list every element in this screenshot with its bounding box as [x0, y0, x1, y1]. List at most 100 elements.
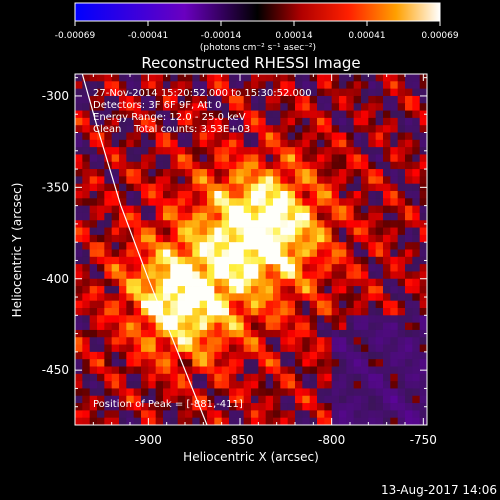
heatmap-cell: [199, 388, 208, 397]
heatmap-cell: [419, 308, 427, 316]
heatmap-cell: [258, 395, 267, 404]
heatmap-cell: [346, 110, 355, 119]
heatmap-cell: [317, 388, 325, 397]
heatmap-cell: [207, 271, 215, 280]
heatmap-cell: [397, 300, 406, 309]
heatmap-cell: [207, 117, 215, 126]
heatmap-cell: [419, 359, 427, 367]
heatmap-cell: [412, 74, 421, 82]
heatmap-cell: [397, 117, 406, 126]
heatmap-cell: [375, 417, 384, 425]
heatmap-cell: [309, 198, 318, 207]
heatmap-cell: [229, 293, 237, 302]
heatmap-cell: [273, 286, 281, 294]
heatmap-cell: [383, 227, 391, 236]
heatmap-cell: [119, 88, 127, 97]
heatmap-cell: [141, 242, 149, 250]
heatmap-cell: [229, 220, 237, 228]
heatmap-cell: [229, 81, 237, 90]
heatmap-cell: [397, 234, 406, 243]
heatmap-cell: [383, 286, 391, 294]
heatmap-cell: [339, 234, 347, 243]
heatmap-cell: [126, 308, 135, 316]
heatmap-cell: [192, 271, 201, 280]
heatmap-cell: [177, 132, 186, 141]
heatmap-cell: [221, 403, 230, 411]
heatmap-cell: [97, 169, 105, 177]
heatmap-cell: [185, 125, 193, 133]
heatmap-cell: [199, 264, 208, 272]
heatmap-cell: [390, 351, 399, 360]
heatmap-cell: [214, 169, 223, 177]
heatmap-cell: [295, 351, 303, 360]
heatmap-cell: [111, 366, 120, 375]
heatmap-cell: [397, 308, 406, 316]
heatmap-cell: [163, 381, 171, 389]
heatmap-cell: [82, 264, 91, 272]
heatmap-cell: [317, 286, 325, 294]
heatmap-cell: [89, 286, 98, 294]
heatmap-cell: [207, 198, 215, 207]
heatmap-cell: [317, 264, 325, 272]
heatmap-cell: [346, 381, 355, 389]
heatmap-cell: [89, 264, 98, 272]
heatmap-cell: [317, 322, 325, 331]
heatmap-cell: [199, 300, 208, 309]
heatmap-cell: [251, 373, 259, 382]
heatmap-cell: [368, 154, 377, 163]
heatmap-cell: [214, 103, 223, 111]
heatmap-cell: [251, 351, 259, 360]
heatmap-cell: [309, 256, 318, 265]
heatmap-cell: [119, 417, 127, 425]
heatmap-cell: [97, 242, 105, 250]
heatmap-cell: [390, 308, 399, 316]
heatmap-cell: [309, 381, 318, 389]
heatmap-cell: [236, 169, 245, 177]
heatmap-cell: [302, 205, 311, 214]
heatmap-cell: [397, 381, 406, 389]
heatmap-cell: [89, 344, 98, 353]
heatmap-cell: [390, 403, 399, 411]
heatmap-cell: [412, 176, 421, 185]
heatmap-cell: [82, 110, 91, 119]
heatmap-cell: [339, 191, 347, 199]
heatmap-cell: [243, 271, 252, 280]
heatmap-cell: [192, 256, 201, 265]
heatmap-cell: [302, 329, 311, 338]
heatmap-cell: [185, 300, 193, 309]
heatmap-cell: [368, 300, 377, 309]
heatmap-cell: [419, 125, 427, 133]
heatmap-cell: [346, 125, 355, 133]
heatmap-cell: [111, 176, 120, 185]
heatmap-cell: [133, 125, 142, 133]
heatmap-cell: [221, 198, 230, 207]
heatmap-cell: [346, 154, 355, 163]
heatmap-cell: [375, 191, 384, 199]
heatmap-cell: [302, 191, 311, 199]
heatmap-cell: [214, 329, 223, 338]
heatmap-cell: [199, 212, 208, 221]
heatmap-cell: [75, 308, 83, 316]
heatmap-cell: [82, 271, 91, 280]
heatmap-cell: [295, 286, 303, 294]
heatmap-cell: [265, 183, 274, 192]
heatmap-cell: [163, 154, 171, 163]
heatmap-cell: [111, 344, 120, 353]
heatmap-cell: [229, 242, 237, 250]
heatmap-cell: [346, 132, 355, 141]
heatmap-cell: [309, 139, 318, 148]
heatmap-cell: [251, 322, 259, 331]
heatmap-cell: [236, 117, 245, 126]
heatmap-cell: [339, 388, 347, 397]
heatmap-cell: [368, 388, 377, 397]
heatmap-cell: [324, 183, 333, 192]
heatmap-cell: [324, 154, 333, 163]
heatmap-cell: [361, 359, 369, 367]
heatmap-cell: [192, 242, 201, 250]
heatmap-cell: [309, 271, 318, 280]
heatmap-cell: [302, 139, 311, 148]
heatmap-cell: [133, 286, 142, 294]
heatmap-cell: [192, 286, 201, 294]
heatmap-cell: [243, 351, 252, 360]
heatmap-cell: [111, 81, 120, 90]
